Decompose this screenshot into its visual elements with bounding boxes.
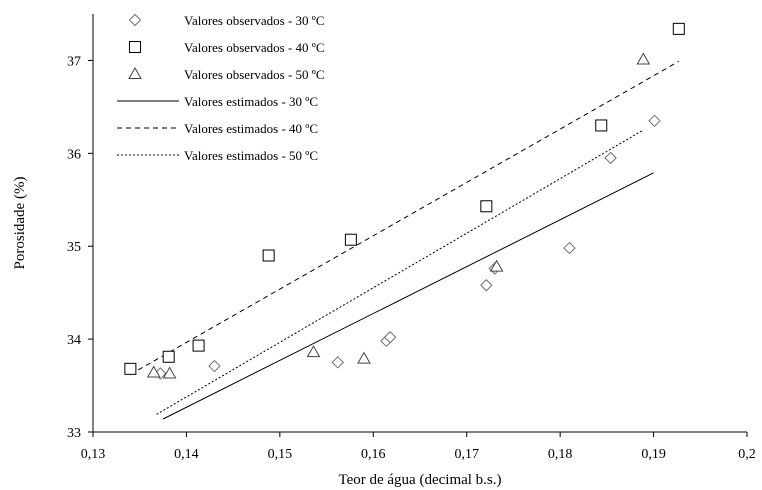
- x-tick-label: 0,2: [738, 447, 756, 462]
- legend: Valores observados - 30 ºC Valores observ…: [117, 13, 325, 163]
- legend-label: Valores estimados - 30 ºC: [184, 94, 318, 109]
- fit-lines: [130, 60, 680, 420]
- legend-label: Valores observados - 30 ºC: [184, 13, 325, 28]
- data-point-diamond: [604, 151, 617, 165]
- fit-line-dashed: [130, 60, 680, 375]
- legend-marker-square: [129, 41, 141, 53]
- fit-line-dotted: [156, 129, 644, 415]
- y-axis-label: Porosidade (%): [12, 177, 28, 270]
- data-point-triangle: [146, 365, 161, 378]
- data-point-square: [480, 200, 493, 213]
- legend-label: Valores estimados - 40 ºC: [184, 121, 318, 136]
- data-point-diamond: [563, 241, 576, 255]
- data-point-diamond: [480, 279, 493, 292]
- x-tick-label: 0,16: [361, 447, 386, 462]
- x-tick-label: 0,14: [174, 447, 199, 462]
- legend-label: Valores estimados - 50 ºC: [184, 148, 318, 163]
- y-tick-label: 35: [67, 240, 81, 255]
- data-point-triangle: [306, 345, 321, 358]
- legend-label: Valores observados - 40 ºC: [184, 40, 325, 55]
- data-point-triangle: [162, 366, 177, 379]
- x-tick-label: 0,18: [548, 447, 573, 462]
- data-point-square: [124, 362, 137, 375]
- x-tick-label: 0,17: [454, 447, 479, 462]
- data-point-square: [595, 119, 608, 132]
- data-point-triangle: [489, 259, 504, 272]
- legend-marker-triangle: [128, 66, 142, 79]
- data-point-diamond: [208, 359, 221, 373]
- legend-label: Valores observados - 50 ºC: [184, 67, 325, 82]
- axes: [92, 14, 747, 433]
- y-tick-label: 34: [67, 333, 81, 348]
- fit-line-solid: [162, 172, 654, 420]
- data-points: [124, 22, 685, 380]
- data-point-diamond: [648, 114, 661, 128]
- y-tick-label: 36: [67, 147, 81, 162]
- data-point-diamond: [331, 356, 344, 369]
- y-tick-label: 33: [67, 426, 81, 441]
- data-point-square: [162, 350, 175, 363]
- data-point-diamond: [383, 331, 397, 344]
- x-axis-label: Teor de água (decimal b.s.): [338, 472, 501, 488]
- ticks: 0,13 0,14 0,15 0,16 0,17 0,18 0,19 0,2 33 34 35 36 3…: [67, 54, 756, 462]
- y-tick-label: 37: [67, 54, 81, 69]
- data-point-square: [672, 22, 685, 35]
- x-tick-label: 0,13: [81, 447, 106, 462]
- data-point-square: [192, 339, 205, 352]
- data-point-triangle: [636, 52, 651, 65]
- data-point-triangle: [357, 351, 371, 364]
- data-point-square: [262, 249, 275, 262]
- x-tick-label: 0,19: [641, 447, 666, 462]
- x-tick-label: 0,15: [268, 447, 293, 462]
- legend-marker-diamond: [128, 13, 142, 27]
- data-point-square: [344, 233, 357, 246]
